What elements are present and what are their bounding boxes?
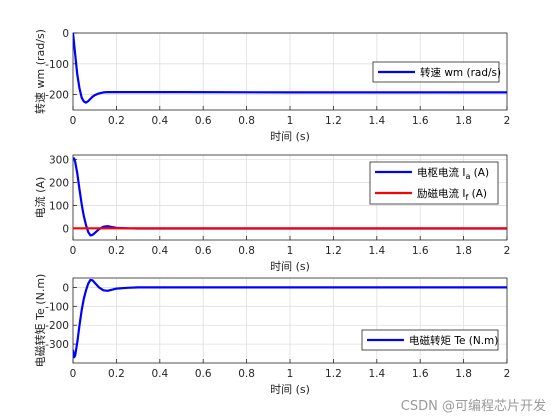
x-tick-label: 1.8 bbox=[455, 368, 472, 380]
x-tick-label: 0.8 bbox=[238, 245, 255, 257]
y-tick-label: -100 bbox=[45, 59, 69, 71]
x-tick-label: 2 bbox=[504, 115, 511, 127]
series-line bbox=[73, 278, 507, 359]
x-tick-label: 0.8 bbox=[238, 115, 255, 127]
y-tick-label: 0 bbox=[62, 282, 69, 294]
y-tick-label: -200 bbox=[45, 90, 69, 102]
subplot-3: 0 0.2 0.4 0.6 0.8 1 1.2 1.4 1.6 1.8 2 -300 -200 -100 0… bbox=[33, 274, 510, 396]
legend-box bbox=[361, 329, 499, 351]
x-tick-label: 0 bbox=[70, 368, 77, 380]
x-tick-label: 0.4 bbox=[151, 115, 168, 127]
subplot-2: 0 0.2 0.4 0.6 0.8 1 1.2 1.4 1.6 1.8 2 0 100 200 300 时间 … bbox=[33, 155, 510, 273]
x-tick-label: 1 bbox=[287, 368, 294, 380]
y-tick-label: 300 bbox=[49, 155, 69, 167]
x-tick-label: 1.6 bbox=[412, 368, 429, 380]
x-tick-label: 1.4 bbox=[368, 115, 385, 127]
legend-label: 电枢电流 Ia (A) bbox=[417, 166, 489, 181]
y-axis-label: 转速 wm (rad/s) bbox=[33, 29, 47, 114]
x-tick-label: 2 bbox=[504, 368, 511, 380]
x-tick-label: 1.4 bbox=[368, 368, 385, 380]
y-tick-label: 0 bbox=[62, 28, 69, 40]
legend-label: 电磁转矩 Te (N.m) bbox=[409, 334, 498, 347]
x-axis-label: 时间 (s) bbox=[270, 130, 310, 143]
x-tick-label: 0.2 bbox=[108, 368, 125, 380]
x-tick-label: 0.4 bbox=[151, 245, 168, 257]
legend: 电磁转矩 Te (N.m) bbox=[361, 329, 499, 351]
x-axis-label: 时间 (s) bbox=[270, 383, 310, 396]
x-tick-label: 1.8 bbox=[455, 115, 472, 127]
legend-label: 励磁电流 If (A) bbox=[417, 187, 487, 202]
x-tick-label: 0 bbox=[70, 115, 77, 127]
y-tick-label: 200 bbox=[49, 178, 69, 190]
y-tick-label: -200 bbox=[45, 320, 69, 332]
x-tick-label: 0 bbox=[70, 245, 77, 257]
x-tick-label: 0.6 bbox=[195, 368, 212, 380]
watermark: CSDN @可编程芯片开发 bbox=[400, 399, 546, 414]
legend: 转速 wm (rad/s) bbox=[372, 61, 501, 83]
legend-box bbox=[369, 161, 499, 205]
x-tick-label: 0.2 bbox=[108, 245, 125, 257]
x-tick-label: 0.4 bbox=[151, 368, 168, 380]
x-axis-label: 时间 (s) bbox=[270, 260, 310, 273]
legend-label: 转速 wm (rad/s) bbox=[420, 66, 501, 79]
x-tick-label: 1.2 bbox=[325, 115, 342, 127]
x-tick-label: 0.6 bbox=[195, 245, 212, 257]
y-tick-label: -100 bbox=[45, 301, 69, 313]
x-tick-label: 1 bbox=[287, 245, 294, 257]
legend: 电枢电流 Ia (A) 励磁电流 If (A) bbox=[369, 161, 499, 205]
x-tick-label: 1.6 bbox=[412, 245, 429, 257]
y-axis-label: 电磁转矩 Te (N.m) bbox=[33, 274, 47, 368]
x-tick-label: 2 bbox=[504, 245, 511, 257]
y-tick-label: 100 bbox=[49, 201, 69, 213]
legend-box bbox=[372, 61, 500, 83]
x-tick-label: 1.2 bbox=[325, 368, 342, 380]
x-tick-label: 0.2 bbox=[108, 115, 125, 127]
x-tick-label: 1 bbox=[287, 115, 294, 127]
y-tick-label: 0 bbox=[62, 224, 69, 236]
subplot-1: 0 0.2 0.4 0.6 0.8 1 1.2 1.4 1.6 1.8 2 -200 -100 0 时间 (… bbox=[33, 28, 510, 143]
x-tick-label: 1.8 bbox=[455, 245, 472, 257]
series-line bbox=[73, 33, 507, 104]
y-axis-label: 电流 (A) bbox=[33, 177, 47, 219]
x-tick-label: 1.6 bbox=[412, 115, 429, 127]
x-tick-label: 0.6 bbox=[195, 115, 212, 127]
x-tick-label: 1.2 bbox=[325, 245, 342, 257]
x-tick-label: 1.4 bbox=[368, 245, 385, 257]
y-tick-label: -300 bbox=[45, 339, 69, 351]
x-tick-label: 0.8 bbox=[238, 368, 255, 380]
